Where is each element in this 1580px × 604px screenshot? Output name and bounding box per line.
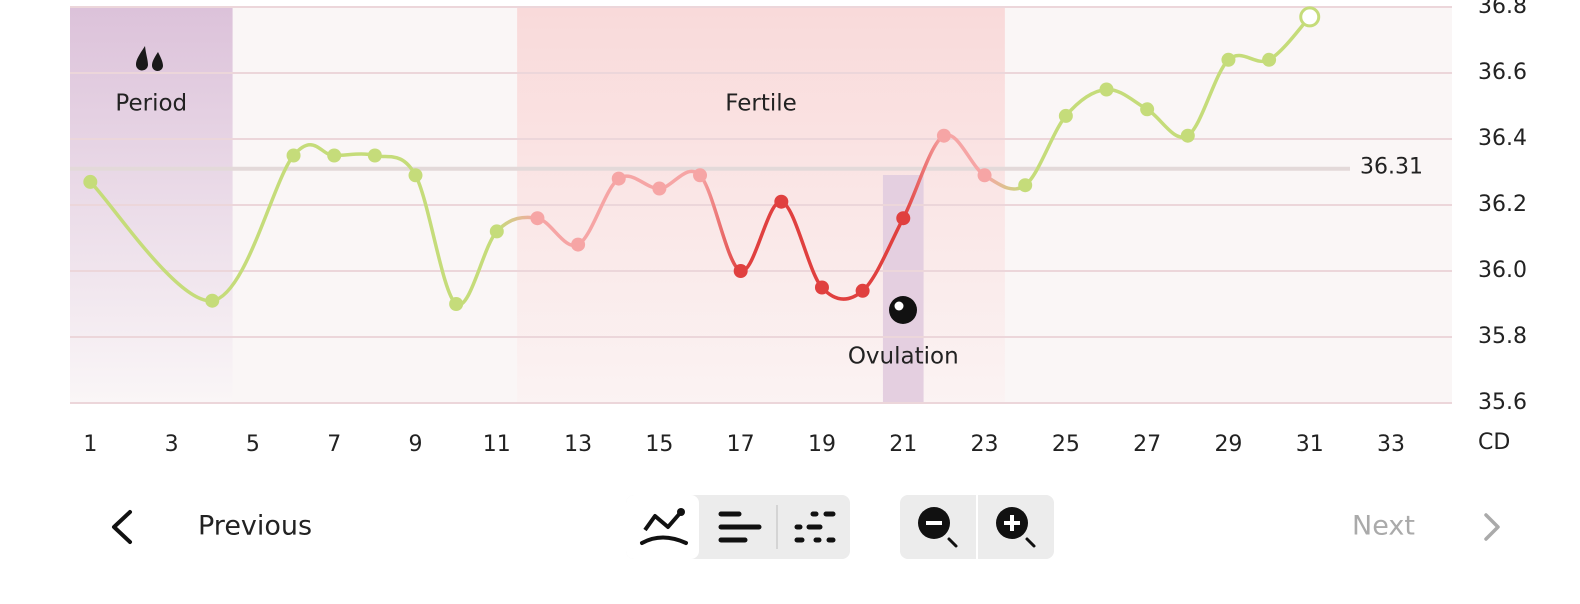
- line-view-button[interactable]: [626, 495, 699, 559]
- data-point: [652, 181, 667, 196]
- x-tick-label: 3: [165, 432, 179, 457]
- y-tick-label: 36.0: [1478, 258, 1527, 283]
- data-point: [530, 211, 545, 226]
- x-tick-label: 11: [483, 432, 511, 457]
- x-axis-label: CD: [1478, 430, 1510, 455]
- lines: [83, 6, 1321, 311]
- previous-label[interactable]: Previous: [198, 511, 312, 542]
- data-point: [408, 168, 423, 183]
- y-tick-label: 36.4: [1478, 126, 1527, 151]
- x-tick-label: 17: [727, 432, 755, 457]
- data-point: [1099, 82, 1114, 97]
- next-button[interactable]: Next: [1352, 511, 1500, 542]
- band-label: Period: [115, 91, 187, 117]
- data-point: [449, 297, 464, 311]
- band-label: Fertile: [725, 91, 797, 117]
- x-tick-label: 23: [971, 432, 999, 457]
- y-tick-label: 35.6: [1478, 390, 1527, 415]
- data-point: [1180, 128, 1195, 143]
- previous-button[interactable]: Previous: [112, 510, 312, 544]
- coverline-label: 36.31: [1360, 155, 1423, 180]
- period-icon: [135, 46, 163, 72]
- data-point: [977, 168, 992, 183]
- y-tick-label: 36.6: [1478, 60, 1527, 85]
- data-point: [571, 237, 586, 252]
- x-tick-label: 15: [645, 432, 673, 457]
- y-tick-label: 36.2: [1478, 192, 1527, 217]
- data-point: [205, 293, 220, 308]
- data-point: [286, 148, 301, 163]
- x-tick-label: 9: [409, 432, 423, 457]
- ovulation-icon: [889, 296, 917, 324]
- data-point: [1058, 108, 1073, 123]
- data-point: [1221, 52, 1236, 67]
- x-tick-label: 5: [246, 432, 260, 457]
- x-tick-label: 33: [1377, 432, 1405, 457]
- y-tick-label: 36.8: [1478, 0, 1527, 19]
- x-tick-label: 13: [564, 432, 592, 457]
- bar-view-button[interactable]: [718, 511, 762, 543]
- zoom-in-button[interactable]: [996, 507, 1036, 548]
- data-point: [489, 224, 504, 239]
- data-point: [774, 194, 789, 209]
- next-label[interactable]: Next: [1352, 511, 1415, 542]
- x-tick-label: 21: [889, 432, 917, 457]
- data-point: [693, 168, 708, 183]
- data-point: [814, 280, 829, 295]
- data-point: [327, 148, 342, 163]
- data-point: [1140, 102, 1155, 117]
- labels: Period Fertile Ovulation 35.6 35.8 36.0 36.2 36…: [83, 0, 1527, 457]
- data-point: [611, 171, 626, 186]
- data-point: [1299, 6, 1321, 28]
- data-point: [733, 264, 748, 278]
- grid: [70, 6, 1452, 404]
- dot-view-button[interactable]: [794, 511, 836, 543]
- y-tick-label: 35.8: [1478, 324, 1527, 349]
- x-tick-label: 27: [1133, 432, 1161, 457]
- x-tick-label: 7: [327, 432, 341, 457]
- data-point: [896, 211, 911, 226]
- x-tick-label: 1: [83, 432, 97, 457]
- data-point: [83, 174, 98, 189]
- data-point: [936, 128, 951, 143]
- band-label: Ovulation: [848, 344, 959, 370]
- data-point: [367, 148, 382, 163]
- x-tick-label: 19: [808, 432, 836, 457]
- x-tick-label: 29: [1214, 432, 1242, 457]
- x-tick-label: 25: [1052, 432, 1080, 457]
- x-tick-label: 31: [1296, 432, 1324, 457]
- data-point: [1262, 52, 1277, 67]
- data-point: [1018, 178, 1033, 193]
- data-point: [855, 283, 870, 298]
- zoom-out-button[interactable]: [918, 507, 958, 548]
